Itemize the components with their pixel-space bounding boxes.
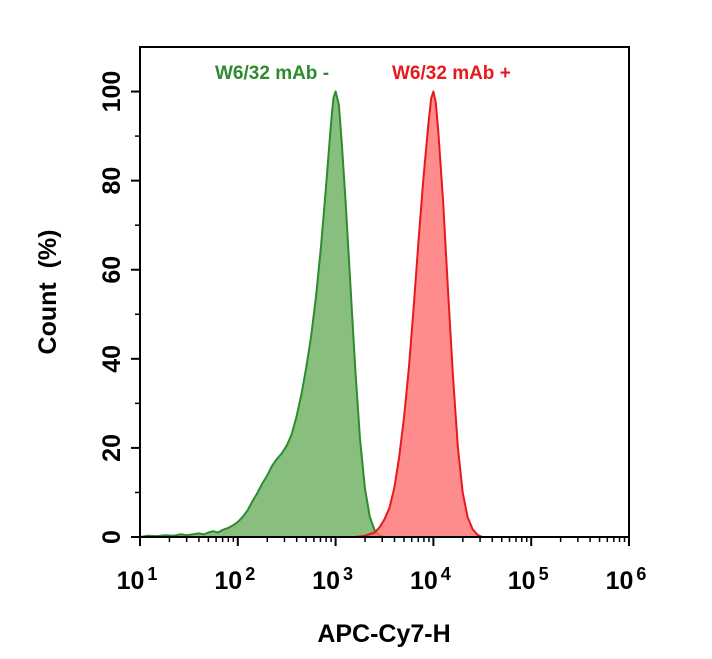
- x-tick-label: 10 4: [410, 564, 451, 595]
- y-tick-label: 0: [98, 530, 126, 544]
- x-axis-title: APC-Cy7-H: [317, 620, 450, 648]
- legend-label-1: W6/32 mAb -: [215, 63, 329, 84]
- x-tick-label: 10 5: [508, 564, 549, 595]
- y-tick-label: 60: [98, 256, 126, 284]
- x-tick-label: 10 6: [606, 564, 647, 595]
- series-line-1: [139, 90, 385, 538]
- legend-label-2: W6/32 mAb +: [392, 63, 511, 84]
- series-line-2: [355, 90, 483, 538]
- y-tick-label: 100: [98, 71, 126, 113]
- series-area-2: [355, 91, 483, 537]
- y-tick-label: 80: [98, 167, 126, 195]
- x-tick-label: 10 3: [312, 564, 353, 595]
- plot-frame: [139, 46, 630, 538]
- y-tick-label: 20: [98, 434, 126, 462]
- legend: W6/32 mAb - W6/32 mAb +: [215, 63, 511, 84]
- y-tick-label: 40: [98, 345, 126, 373]
- series-area-1: [140, 91, 385, 537]
- x-tick-label: 10 2: [214, 564, 255, 595]
- series-layer: [139, 90, 483, 538]
- x-tick-label: 10 1: [117, 564, 158, 595]
- y-axis-ticks: 0 20 40 60 80 100: [98, 71, 140, 544]
- x-axis-ticks: 10 1 10 2 10 3 10 4 10 5 10 6: [117, 537, 647, 595]
- y-axis-title: Count (%): [34, 230, 62, 355]
